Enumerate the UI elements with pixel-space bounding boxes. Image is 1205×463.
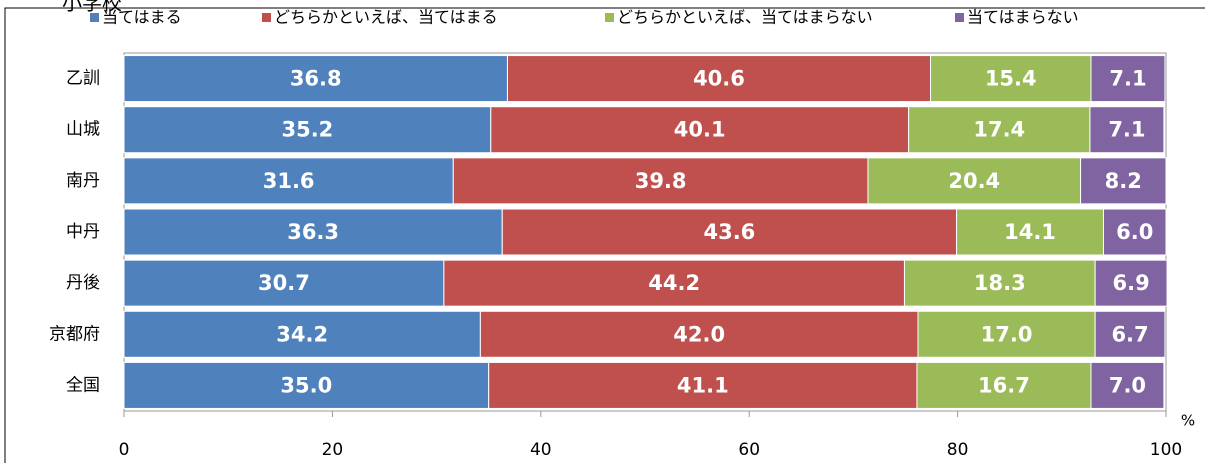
value-label: 7.1 [1109, 67, 1146, 91]
chart-title: 小学校 [62, 0, 122, 15]
legend-label: 当てはまらない [967, 8, 1079, 27]
bar-segment [123, 106, 492, 154]
value-label: 15.4 [985, 67, 1037, 91]
value-label: 8.2 [1105, 169, 1142, 193]
bar-segment [123, 361, 490, 409]
value-label: 44.2 [648, 271, 700, 295]
bar-segment [506, 55, 932, 103]
value-label: 34.2 [276, 322, 328, 346]
x-tick-label: 60 [738, 440, 760, 460]
value-label: 36.8 [290, 67, 342, 91]
bar-segment [867, 157, 1082, 205]
value-label: 20.4 [948, 169, 1000, 193]
bar-segment [1102, 208, 1167, 256]
value-label: 31.6 [263, 169, 315, 193]
bar-segment [1090, 55, 1166, 103]
bar-segment [956, 208, 1104, 256]
y-tick-label: 山城 [66, 120, 100, 140]
value-label: 40.1 [674, 118, 726, 142]
legend-label: 当てはまる [102, 8, 182, 27]
y-tick-label: 丹後 [66, 273, 100, 293]
value-label: 14.1 [1004, 220, 1056, 244]
legend-marker [262, 13, 271, 22]
value-label: 16.7 [978, 373, 1030, 397]
value-label: 17.4 [973, 118, 1025, 142]
bar-segment [1094, 310, 1166, 358]
value-label: 18.3 [974, 271, 1026, 295]
x-tick-label: 40 [530, 440, 552, 460]
legend-marker [90, 13, 99, 22]
y-tick-label: 全国 [66, 375, 100, 395]
legend-marker [605, 13, 614, 22]
bar-segment [1090, 361, 1165, 409]
bar-segment [1080, 157, 1167, 205]
value-label: 35.0 [280, 373, 332, 397]
bar-segment [917, 310, 1096, 358]
legend-label: どちらかといえば、当てはまる [274, 8, 498, 27]
legend-label: どちらかといえば、当てはまらない [617, 8, 873, 27]
bar-segment [452, 157, 869, 205]
value-label: 36.3 [287, 220, 339, 244]
bar-segment [123, 157, 454, 205]
y-tick-label: 中丹 [66, 222, 100, 242]
value-label: 17.0 [981, 322, 1033, 346]
y-tick-label: 京都府 [49, 324, 100, 344]
value-label: 7.1 [1108, 118, 1145, 142]
x-tick-label: 100 [1150, 440, 1182, 460]
bar-segment [443, 259, 905, 307]
legend-marker [955, 13, 964, 22]
bar-segment [908, 106, 1091, 154]
bar-segment [123, 259, 445, 307]
value-label: 42.0 [673, 322, 725, 346]
bar-segment [501, 208, 958, 256]
x-tick-label: 0 [119, 440, 130, 460]
value-label: 41.1 [677, 373, 729, 397]
frame [4, 7, 1205, 463]
bar-segment [123, 208, 503, 256]
value-label: 7.0 [1109, 373, 1146, 397]
bar-segment [123, 310, 481, 358]
value-label: 30.7 [258, 271, 310, 295]
y-tick-label: 南丹 [66, 171, 100, 191]
value-label: 43.6 [703, 220, 755, 244]
bar-segment [1089, 106, 1165, 154]
bar-segment [916, 361, 1092, 409]
value-label: 6.7 [1111, 322, 1148, 346]
value-label: 35.2 [281, 118, 333, 142]
x-unit: % [1181, 412, 1195, 430]
bar-segment [903, 259, 1096, 307]
value-label: 40.6 [693, 67, 745, 91]
x-tick-label: 20 [322, 440, 344, 460]
value-label: 6.9 [1112, 271, 1149, 295]
value-label: 39.8 [635, 169, 687, 193]
y-tick-label: 乙訓 [66, 69, 100, 89]
bar-segment [1094, 259, 1168, 307]
value-label: 6.0 [1116, 220, 1153, 244]
bar-segment [930, 55, 1092, 103]
x-tick-label: 80 [947, 440, 969, 460]
bar-segment [488, 361, 918, 409]
bar-segment [490, 106, 910, 154]
